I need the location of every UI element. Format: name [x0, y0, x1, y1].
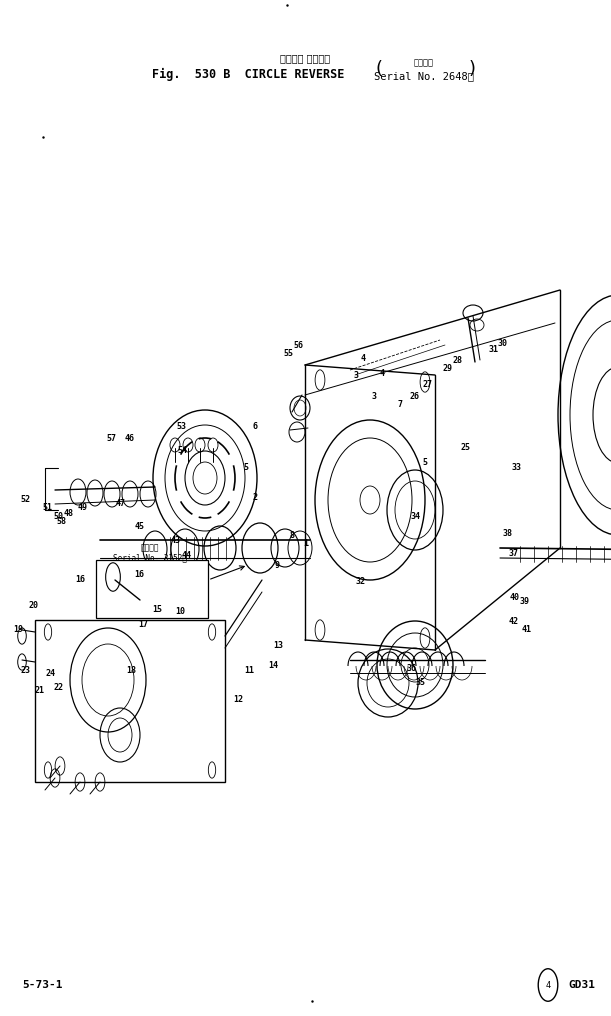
Text: 37: 37 [508, 550, 518, 558]
Text: 56: 56 [293, 341, 303, 350]
Text: 47: 47 [116, 500, 126, 508]
Text: 適用号機: 適用号機 [414, 59, 434, 67]
Bar [35, 620, 225, 782]
Text: 25: 25 [461, 443, 470, 451]
Text: 11: 11 [244, 666, 254, 675]
Text: 18: 18 [126, 666, 136, 675]
Text: 21: 21 [35, 687, 45, 695]
Text: 32: 32 [356, 577, 365, 585]
Text: 58: 58 [56, 517, 66, 525]
Text: 4: 4 [361, 355, 366, 363]
Text: 4: 4 [379, 370, 384, 378]
Text: Fig.  530 B  CIRCLE REVERSE: Fig. 530 B CIRCLE REVERSE [152, 67, 344, 80]
Text: GD31: GD31 [568, 980, 595, 990]
Text: 9: 9 [274, 562, 279, 570]
Text: 26: 26 [409, 392, 419, 400]
Text: 43: 43 [170, 536, 180, 545]
Text: 36: 36 [406, 664, 416, 673]
Text: 6: 6 [253, 423, 258, 431]
Text: 16: 16 [134, 570, 144, 578]
Text: 5-73-1: 5-73-1 [22, 980, 62, 990]
Text: 30: 30 [497, 339, 507, 347]
Text: 57: 57 [106, 435, 116, 443]
Bar [96, 560, 208, 618]
Text: 38: 38 [502, 529, 512, 537]
Text: サークル リバース: サークル リバース [280, 53, 330, 63]
Text: 53: 53 [177, 423, 186, 431]
Text: 54: 54 [177, 446, 187, 454]
Text: (: ( [376, 60, 382, 78]
Text: 22: 22 [53, 684, 63, 692]
Text: Serial No. 3152～: Serial No. 3152～ [113, 554, 187, 563]
Text: 48: 48 [64, 509, 73, 517]
Text: 52: 52 [21, 496, 31, 504]
Text: 46: 46 [125, 435, 134, 443]
Text: 適用号機: 適用号機 [141, 544, 159, 553]
Text: 17: 17 [139, 621, 148, 629]
Text: 44: 44 [181, 552, 191, 560]
Text: 40: 40 [510, 593, 519, 601]
Text: 34: 34 [411, 512, 420, 520]
Text: 12: 12 [233, 695, 243, 703]
Text: 16: 16 [76, 575, 86, 583]
Text: 49: 49 [78, 504, 87, 512]
Text: 45: 45 [134, 522, 144, 530]
Text: 14: 14 [269, 661, 279, 670]
Text: 55: 55 [284, 350, 293, 358]
Text: 7: 7 [398, 400, 403, 408]
Text: 5: 5 [422, 458, 427, 466]
Text: 20: 20 [29, 601, 38, 610]
Text: 13: 13 [273, 641, 283, 649]
Text: Serial No. 2648～: Serial No. 2648～ [374, 71, 474, 81]
Text: 2: 2 [253, 494, 258, 502]
Text: 23: 23 [21, 666, 31, 675]
Text: 4: 4 [546, 980, 551, 990]
Text: 33: 33 [511, 463, 521, 471]
Text: 3: 3 [353, 372, 358, 380]
Text: 50: 50 [53, 512, 63, 520]
Text: 19: 19 [13, 626, 23, 634]
Text: 51: 51 [43, 504, 53, 512]
Text: 15: 15 [153, 606, 163, 614]
Text: 35: 35 [415, 679, 425, 687]
Text: 1: 1 [303, 539, 308, 548]
Text: 10: 10 [175, 608, 185, 616]
Text: 41: 41 [522, 626, 532, 634]
Text: 8: 8 [290, 531, 295, 539]
Text: ): ) [469, 60, 475, 78]
Text: 27: 27 [423, 380, 433, 388]
Text: 24: 24 [46, 670, 56, 678]
Text: 3: 3 [371, 392, 376, 400]
Text: 29: 29 [442, 365, 452, 373]
Text: 5: 5 [244, 463, 249, 471]
Text: 42: 42 [508, 618, 518, 626]
Text: 28: 28 [452, 357, 462, 365]
Text: 39: 39 [519, 597, 529, 606]
Text: 31: 31 [489, 345, 499, 354]
